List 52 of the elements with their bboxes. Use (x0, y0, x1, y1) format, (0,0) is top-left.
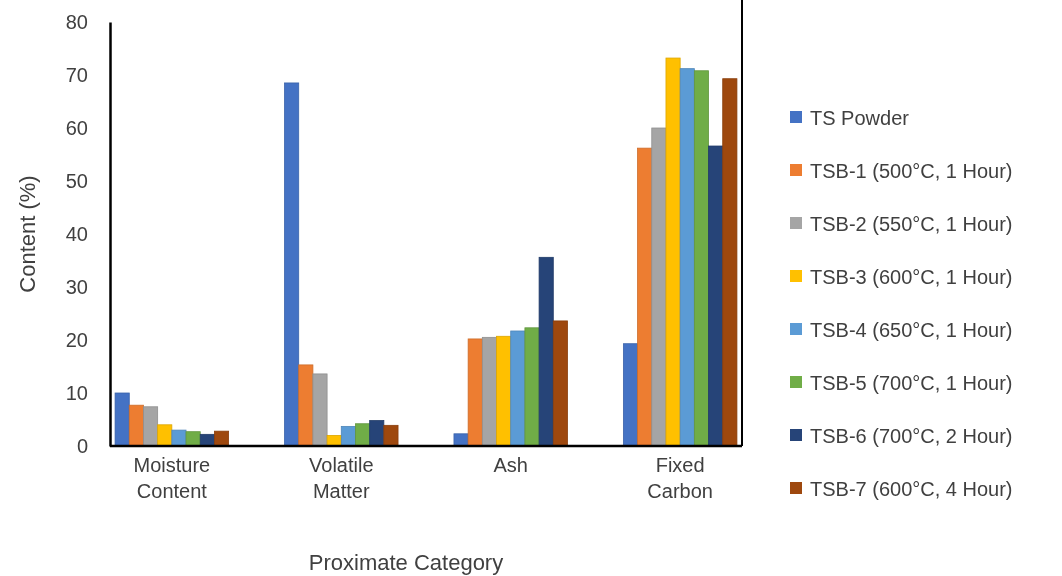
bar (538, 256, 554, 447)
legend-label: TS Powder (810, 107, 910, 129)
legend-label: TSB-1 (500°C, 1 Hour) (810, 160, 1013, 182)
bar (708, 145, 724, 447)
bar (510, 330, 526, 447)
bar (340, 425, 356, 447)
bar (383, 424, 399, 447)
bar (326, 435, 342, 447)
y-tick-label: 50 (65, 169, 88, 192)
y-tick-label: 10 (65, 381, 88, 404)
legend-label: TSB-3 (600°C, 1 Hour) (810, 266, 1013, 288)
y-axis-title: Content (%) (15, 175, 40, 293)
bar (552, 320, 568, 447)
bar (496, 335, 512, 447)
x-tick-label: Fixed Carbon (647, 454, 713, 503)
x-tick-label: Volatile Matter (309, 454, 374, 503)
x-tick-label: Moisture Content (133, 454, 211, 503)
bar (722, 78, 738, 447)
bar (143, 406, 159, 447)
bar (214, 430, 230, 447)
bar (171, 429, 187, 447)
legend-label: TSB-5 (700°C, 1 Hour) (810, 372, 1013, 394)
bar (637, 147, 653, 447)
y-tick-label: 60 (65, 116, 88, 139)
legend-label: TSB-7 (600°C, 4 Hour) (810, 478, 1013, 500)
bar (651, 127, 667, 447)
y-tick-label: 0 (76, 434, 88, 457)
x-axis-title: Proximate Category (308, 550, 504, 575)
legend-label: TSB-6 (700°C, 2 Hour) (810, 425, 1013, 447)
bar (481, 336, 497, 447)
bar (114, 392, 130, 447)
bar (665, 57, 681, 447)
y-tick-label: 80 (65, 10, 88, 33)
y-tick-label: 20 (65, 328, 88, 351)
bar (298, 364, 314, 447)
bar (128, 404, 144, 447)
bar (693, 70, 709, 447)
bar (157, 424, 173, 447)
y-tick-label: 70 (65, 63, 88, 86)
bar (467, 338, 483, 447)
bar (369, 420, 385, 447)
bar (284, 82, 300, 447)
bar (622, 343, 638, 447)
bar (312, 373, 328, 447)
bar (185, 431, 201, 447)
legend-label: TSB-2 (550°C, 1 Hour) (810, 213, 1013, 235)
bar (524, 327, 540, 447)
x-tick-label: Ash (493, 454, 528, 477)
bar (679, 68, 695, 447)
legend-label: TSB-4 (650°C, 1 Hour) (810, 319, 1013, 341)
y-tick-label: 30 (65, 275, 88, 298)
y-tick-label: 40 (65, 222, 88, 245)
